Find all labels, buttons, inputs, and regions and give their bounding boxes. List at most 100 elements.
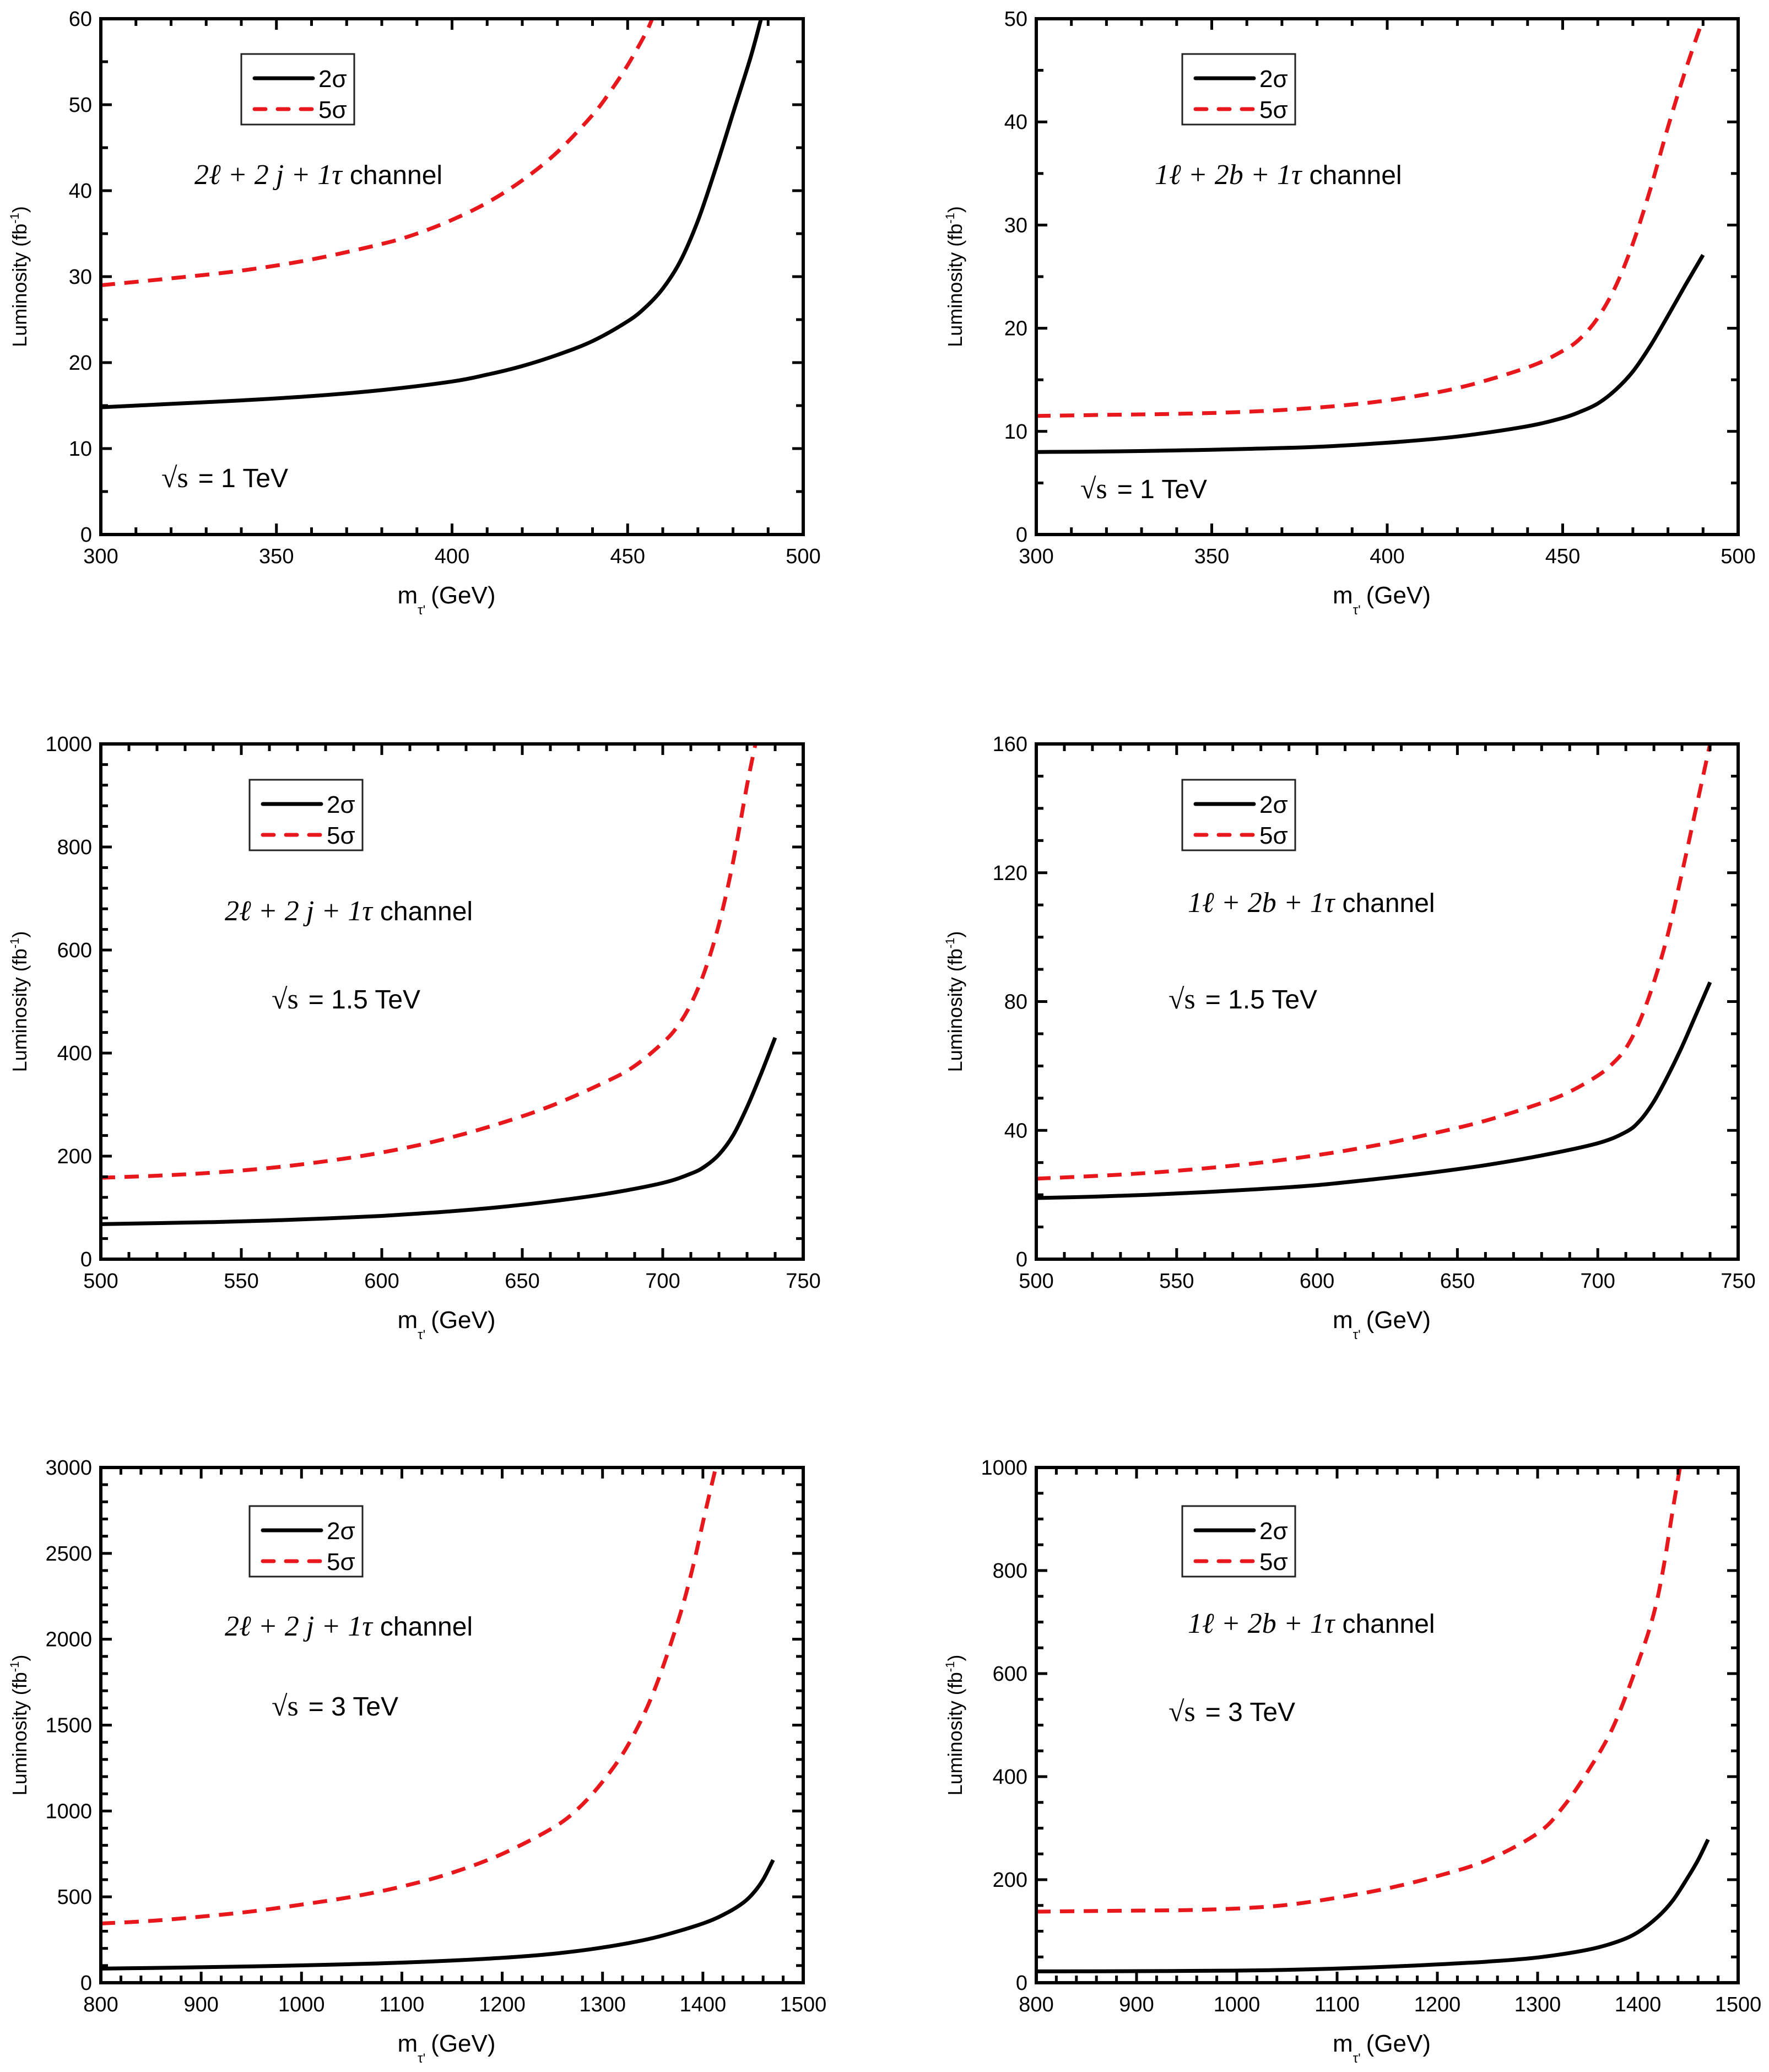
energy-annotation: √s = 1.5 TeV [1168,984,1317,1015]
y-axis-label-main: Luminosity (fb [8,224,31,347]
x-tick-label: 500 [83,1270,118,1293]
y-tick-label: 1000 [981,1456,1027,1480]
series-line-5sigma [1036,743,1712,1181]
x-axis-label-main: m [397,2030,418,2057]
axes-frame [1035,742,1740,1261]
energy-value: = 1 TeV [1117,475,1207,504]
y-tick-label: 60 [69,8,92,31]
y-axis-label: Luminosity (fb-1) [8,206,31,347]
channel-annotation: 1ℓ + 2b + 1τ channel [1155,159,1402,191]
x-tick-label: 1400 [680,1993,727,2016]
y-axis-label-end: ) [944,206,966,213]
legend-box [240,53,355,126]
y-tick-label: 800 [57,836,92,859]
channel-annotation: 1ℓ + 2b + 1τ channel [1188,887,1435,919]
x-tick-label: 1300 [579,1993,626,2016]
x-axis-label-unit: (GeV) [1366,2030,1431,2057]
chart-panel-3: 500 550 600 650 700 750 0 200 400 600 800 1000 mτ' (G… [8,733,821,1342]
x-tick-label: 750 [786,1270,820,1293]
y-tick-label: 30 [69,266,92,289]
channel-word: channel [1342,1610,1435,1639]
y-tick-label: 0 [80,1248,92,1271]
y-tick-label: 20 [1004,317,1027,341]
legend-label: 5σ [1259,822,1288,849]
x-tick-label: 1200 [479,1993,526,2016]
y-tick-label: 200 [993,1869,1027,1892]
channel-word: channel [380,1612,473,1642]
y-tick-label: 0 [1016,1248,1027,1271]
y-axis-label-main: Luminosity (fb [8,1672,31,1795]
sqrt-s: √s [1168,1696,1195,1728]
y-axis-label-sup: -1 [8,938,21,949]
y-tick-label: 0 [80,524,92,547]
legend-label: 2σ [1259,1518,1288,1545]
x-tick-label: 300 [83,545,118,568]
energy-annotation: √s = 1.5 TeV [272,984,420,1015]
x-tick-label: 750 [1721,1270,1755,1293]
y-axis-label: Luminosity (fb-1) [943,206,966,347]
y-axis-label-end: ) [8,206,31,213]
x-tick-label: 600 [364,1270,399,1293]
legend-label: 5σ [327,1548,355,1575]
y-tick-label: 10 [69,438,92,461]
x-tick-label: 1500 [780,1993,827,2016]
channel-annotation: 2ℓ + 2 j + 1τ channel [194,159,442,191]
y-axis-label-sup: -1 [8,213,21,224]
series-line-5sigma [1036,1467,1682,1914]
x-tick-label: 900 [183,1993,218,2016]
legend-label: 2σ [318,66,347,93]
y-tick-label: 400 [993,1766,1027,1789]
y-axis-label-sup: -1 [943,1661,957,1672]
y-tick-label: 400 [57,1042,92,1065]
x-tick-label: 500 [1721,545,1755,568]
legend-label: 5σ [318,96,347,123]
chart-panel-1: 300 350 400 450 500 0 10 20 30 40 50 60 mτ' (GeV) Lumi… [8,8,821,618]
channel-annotation: 1ℓ + 2b + 1τ channel [1188,1608,1435,1639]
energy-annotation: √s = 1 TeV [1080,473,1207,505]
channel-word: channel [380,897,473,926]
channel-word: channel [1309,161,1402,190]
y-tick-label: 800 [993,1560,1027,1583]
x-tick-label: 1000 [278,1993,325,2016]
y-tick-label: 200 [57,1145,92,1168]
y-axis-label-end: ) [8,931,31,938]
x-axis-label-unit: (GeV) [1366,582,1431,609]
series-line-5sigma [101,1467,718,1925]
y-tick-label: 160 [993,733,1027,756]
y-axis-label-end: ) [944,931,966,938]
x-axis-label: mτ' (GeV) [397,2030,495,2066]
y-tick-label: 0 [1016,524,1027,547]
x-axis-label-main: m [1333,1307,1353,1334]
x-tick-label: 400 [1370,545,1404,568]
axes-frame [99,742,805,1261]
series-line-2sigma [101,1037,777,1226]
chart-panel-2: 300 350 400 450 500 0 10 20 30 40 50 mτ' (GeV) Lumino… [943,8,1756,618]
x-axis-label: mτ' (GeV) [1333,1307,1431,1342]
energy-annotation: √s = 1 TeV [161,462,288,494]
y-axis-label-main: Luminosity (fb [8,948,31,1072]
y-axis-label-main: Luminosity (fb [944,224,966,347]
axes-frame [1035,17,1740,536]
x-tick-label: 1500 [1715,1993,1762,2016]
legend-box [1181,1505,1296,1578]
x-axis-label: mτ' (GeV) [397,582,495,618]
x-axis-label: mτ' (GeV) [1333,582,1431,618]
x-tick-label: 650 [1440,1270,1475,1293]
y-tick-label: 40 [1004,1119,1027,1142]
x-axis-label-main: m [1333,2030,1353,2057]
legend-label: 2σ [327,1518,355,1545]
legend-label: 5σ [1259,96,1288,123]
sqrt-s: √s [1080,473,1107,505]
legend-box [248,779,364,851]
x-axis-label-subscript: τ' [1353,2051,1361,2066]
y-tick-label: 600 [993,1663,1027,1686]
y-axis-label: Luminosity (fb-1) [943,1655,966,1796]
y-tick-label: 3000 [45,1456,92,1480]
chart-panel-4: 500 550 600 650 700 750 0 40 80 120 160 mτ' (GeV) Lum… [943,733,1756,1342]
x-axis-label-subscript: τ' [1353,1328,1361,1342]
y-axis-label-main: Luminosity (fb [944,1672,966,1795]
x-tick-label: 400 [435,545,469,568]
